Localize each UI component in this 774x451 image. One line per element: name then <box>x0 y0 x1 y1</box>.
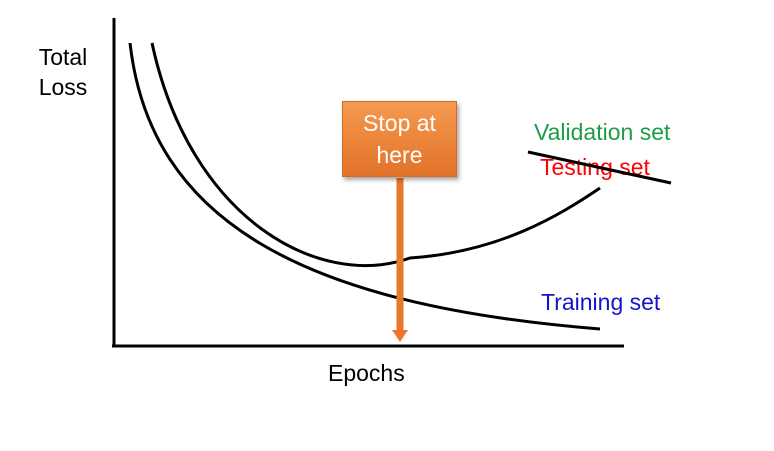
validation-set-label: Validation set <box>534 119 671 145</box>
validation-curve <box>150 42 601 267</box>
training-set-label: Training set <box>541 289 661 315</box>
x-axis-label: Epochs <box>328 360 405 386</box>
stop-arrow-head <box>392 330 408 342</box>
testing-set-strikethrough <box>527 150 672 185</box>
stop-callout-text: Stop at here <box>363 110 436 168</box>
y-axis-label: Total Loss <box>38 44 88 100</box>
training-curve <box>128 42 601 331</box>
stop-callout: Stop at here <box>342 101 457 177</box>
